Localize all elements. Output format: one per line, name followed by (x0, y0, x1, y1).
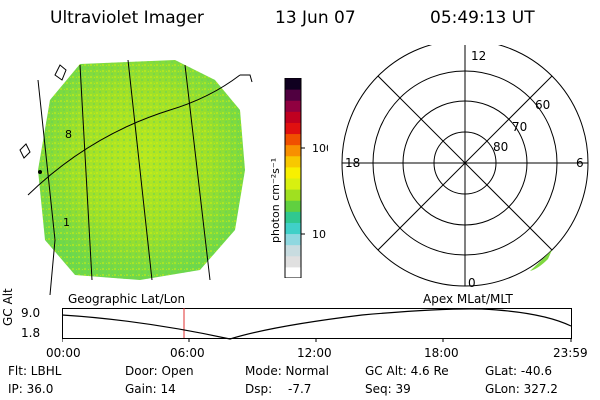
colorbar-swatch (285, 266, 301, 278)
colorbar-swatch (285, 122, 301, 135)
ip-status: IP: 36.0 (8, 382, 54, 396)
lat-label-80: 80 (493, 140, 508, 154)
door-status: Door: Open (125, 364, 194, 378)
map-label-1: 1 (63, 216, 70, 229)
date-label: 13 Jun 07 (275, 8, 356, 28)
gain-status: Gain: 14 (125, 382, 176, 396)
color-scale-bar: 100 10 photon cm⁻²s⁻¹ (269, 78, 328, 278)
colorbar-swatch (285, 89, 301, 101)
colorbar-tick-10: 10 (312, 228, 326, 241)
timeline-y-tick-high: 9.0 (21, 306, 41, 320)
altitude-timeline (62, 308, 572, 342)
seq-status: Seq: 39 (365, 382, 411, 396)
mode-status: Mode: Normal (245, 364, 329, 378)
colorbar-swatch (285, 244, 301, 257)
dsp-label: Dsp: (245, 382, 273, 396)
colorbar-swatch (285, 133, 301, 146)
colorbar-swatch (285, 189, 301, 201)
colorbar-tick-100: 100 (312, 142, 328, 155)
colorbar-swatch (285, 178, 301, 190)
timeline-y-axis-label: GC Alt (1, 288, 15, 326)
mlt-label-0: 0 (468, 276, 476, 290)
time-label: 05:49:13 UT (430, 8, 535, 28)
colorbar-swatch (285, 255, 301, 268)
colorbar-unit-label: photon cm⁻²s⁻¹ (269, 158, 282, 243)
timeline-left-title: Geographic Lat/Lon (68, 292, 186, 306)
colorbar-swatch (285, 144, 301, 157)
timeline-y-tick-low: 1.8 (21, 326, 41, 340)
colorbar-swatch (285, 233, 301, 246)
polar-mlt-plot: 12 18 6 0 60 70 80 (341, 45, 589, 290)
colorbar-swatch (285, 222, 301, 235)
filter-status: Flt: LBHL (8, 364, 62, 378)
mlt-label-12: 12 (471, 49, 486, 63)
lat-label-70: 70 (512, 120, 527, 134)
glon-status: GLon: 327.2 (485, 382, 558, 396)
gc-alt-status: GC Alt: 4.6 Re (365, 364, 449, 378)
x-tick-0000: 00:00 (46, 346, 81, 360)
x-tick-1200: 12:00 (297, 346, 332, 360)
uv-earth-image: 8 1 (19, 59, 253, 295)
colorbar-swatch (285, 211, 301, 223)
colorbar-swatch (285, 111, 301, 123)
x-tick-1800: 18:00 (424, 346, 459, 360)
lat-label-60: 60 (535, 98, 550, 112)
glat-status: GLat: -40.6 (485, 364, 552, 378)
mlt-label-18: 18 (345, 156, 360, 170)
instrument-title: Ultraviolet Imager (50, 8, 204, 28)
mlt-label-6: 6 (576, 156, 584, 170)
map-label-8: 8 (65, 128, 72, 141)
x-tick-2359: 23:59 (553, 346, 588, 360)
dsp-value: -7.7 (288, 382, 312, 396)
colorbar-swatch (285, 78, 301, 90)
x-tick-0600: 06:00 (170, 346, 205, 360)
colorbar-swatch (285, 155, 301, 168)
timeline-right-title: Apex MLat/MLT (423, 292, 513, 306)
colorbar-swatch (285, 166, 301, 179)
colorbar-swatch (285, 100, 301, 112)
colorbar-swatch (285, 200, 301, 212)
